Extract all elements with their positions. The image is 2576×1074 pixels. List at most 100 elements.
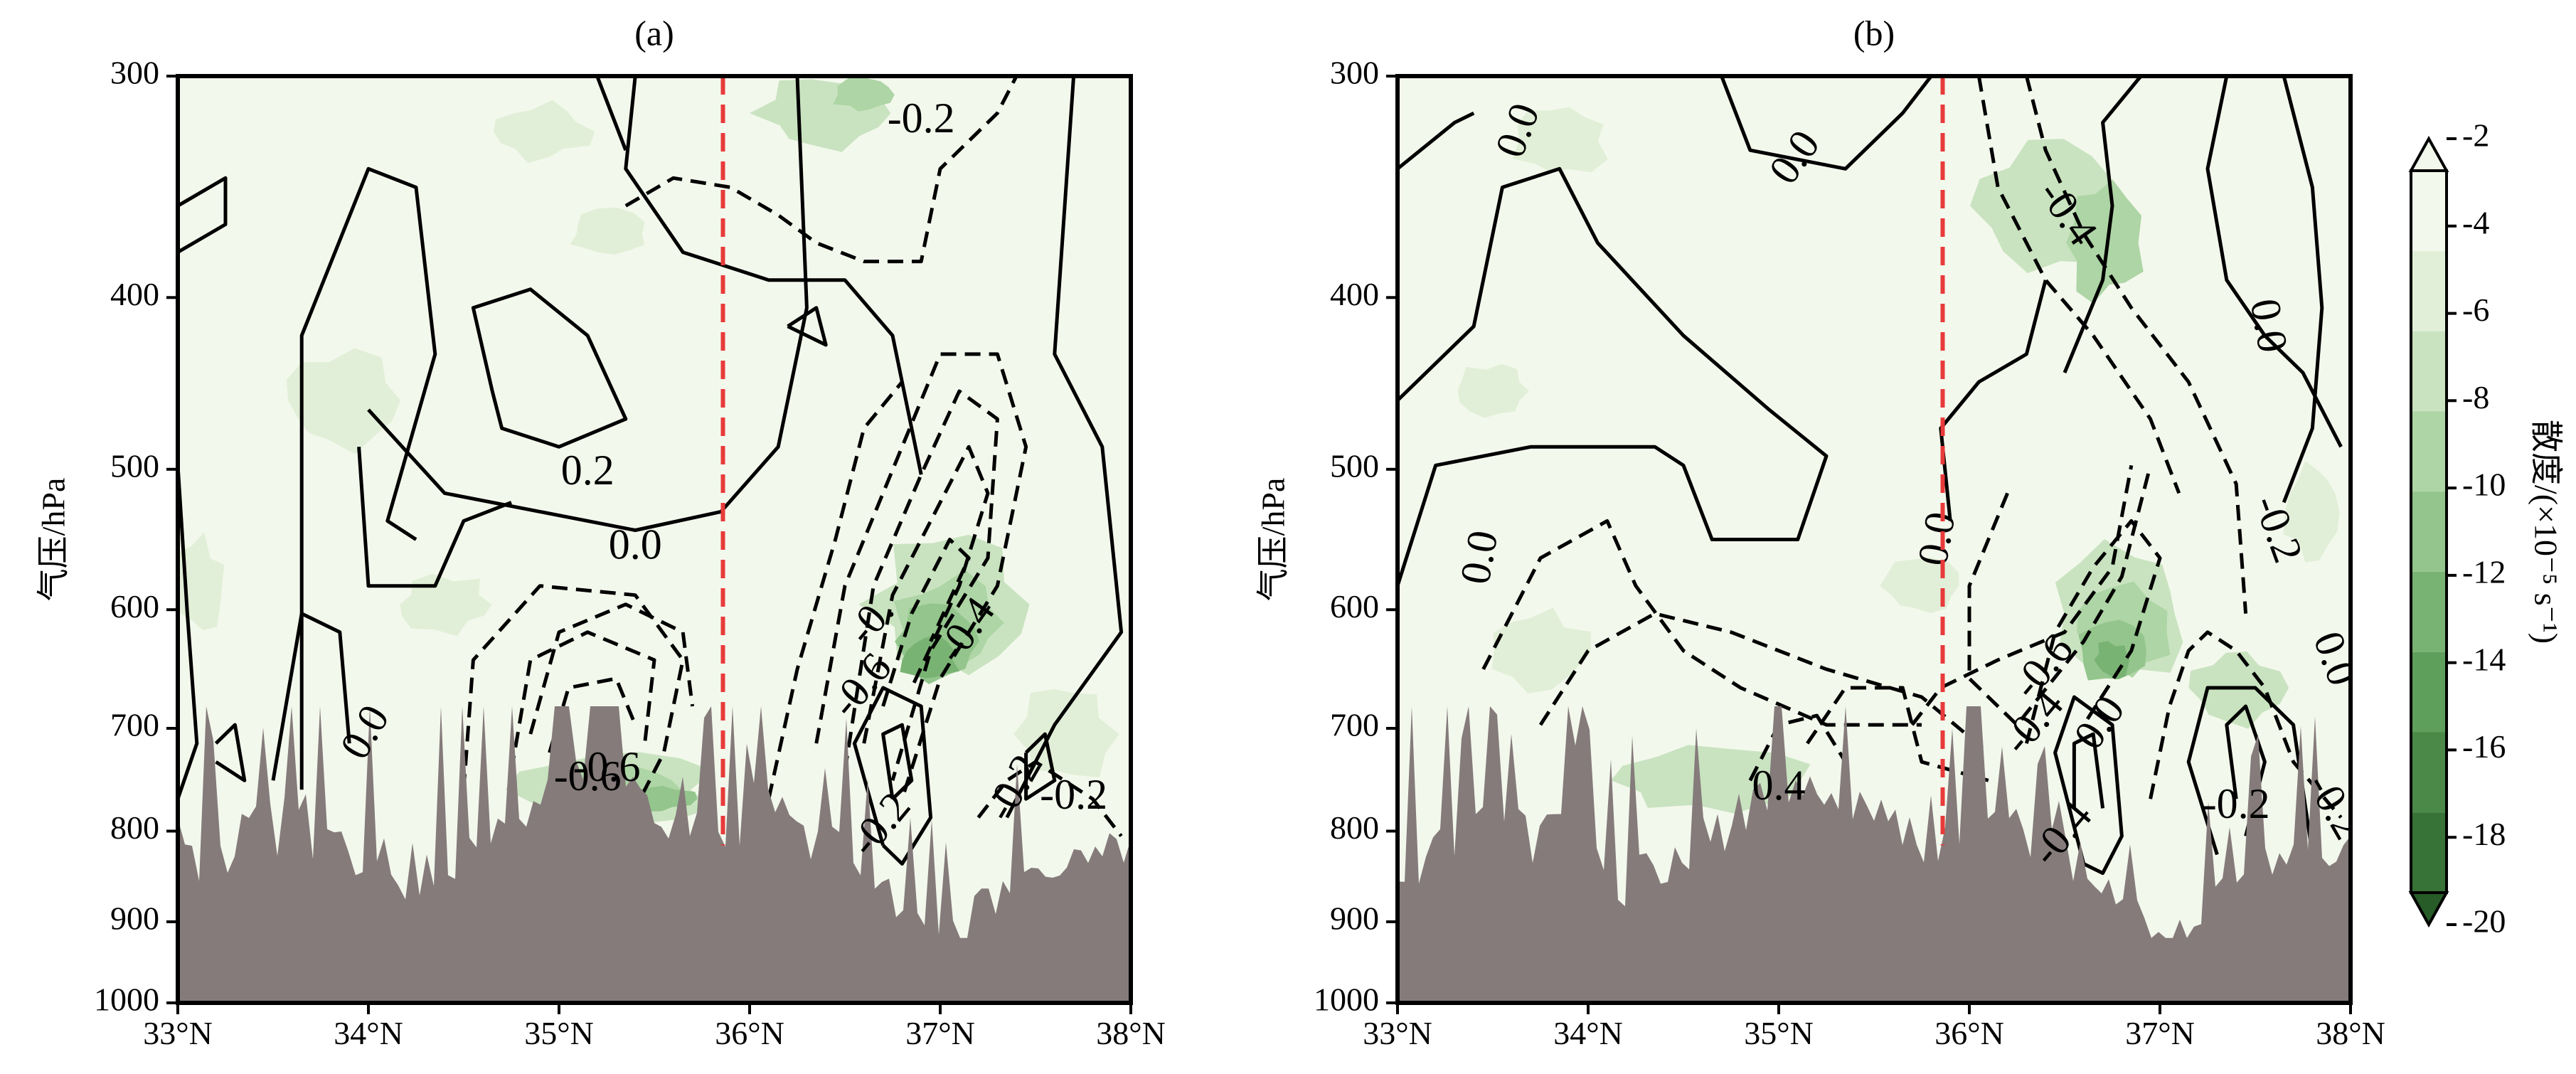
y-tick-label: 1000 [94, 982, 159, 1018]
contour-label: -0.2 [888, 95, 955, 142]
divergence-shading [286, 348, 401, 454]
y-axis-label: 气压/hPa [36, 478, 72, 602]
colorbar-segment [2411, 411, 2447, 492]
colorbar-tick-label: -6 [2462, 292, 2489, 328]
divergence-shading [493, 100, 595, 164]
colorbar-tick-label: -14 [2462, 641, 2506, 677]
contour-line-negative [528, 602, 695, 735]
contour-line-zero-positive [2282, 76, 2324, 504]
contour-line-zero-positive [471, 287, 628, 449]
colorbar-segment [2411, 571, 2447, 652]
divergence-shading [2066, 179, 2144, 304]
x-tick-label: 34°N [334, 1015, 403, 1051]
contour-line-zero-positive [881, 723, 914, 801]
divergence-shading [833, 76, 895, 112]
x-tick-label: 33°N [1363, 1015, 1432, 1051]
plot-frame [1395, 74, 2353, 1005]
y-tick-label: 400 [110, 276, 159, 312]
colorbar-segment [2411, 732, 2447, 813]
y-tick-label: 600 [110, 588, 159, 624]
contour-label: 0.0 [609, 521, 662, 568]
contour-line-negative [462, 584, 685, 809]
contour-line-negative [1481, 519, 1922, 727]
contour-line-zero-positive [852, 686, 933, 866]
colorbar: -2 -4 -6 -8 -10 -12 -14 -16 -18 -20 散度/(×10⁻⁵ s⁻¹) [2408, 117, 2564, 940]
y-tick-label: 500 [1330, 447, 1379, 484]
contour-line-negative [843, 389, 999, 782]
contour-line-zero-positive [1024, 732, 1057, 801]
contour-label: -0.2 [2203, 780, 2270, 827]
colorbar-frame [2410, 169, 2448, 894]
divergence-shading [1491, 607, 1592, 694]
divergence-shading [400, 573, 492, 637]
contour-line-zero-positive [1398, 111, 1475, 171]
contour-label: 0.0 [2242, 295, 2297, 356]
chart-panel-a: -0.20.20.0-0.-0.6-0.4-0.20.0-0.6-0.6 -0.2… [36, 13, 1166, 1051]
panel-title: (b) [1853, 13, 1895, 53]
contour-label: -0.6 [573, 743, 641, 790]
contour-line-negative [862, 445, 990, 744]
contour-line-negative [624, 76, 1018, 264]
colorbar-segment [2411, 812, 2447, 893]
colorbar-tick-label: -20 [2462, 903, 2506, 940]
colorbar-tick-label: -16 [2462, 728, 2506, 765]
contour-label: 0.2 [561, 447, 614, 494]
contour-line-zero-positive [2072, 732, 2105, 809]
contour-line-negative [2024, 519, 2162, 744]
x-tick-label: 34°N [1553, 1015, 1623, 1051]
colorbar-segment [2411, 331, 2447, 412]
x-tick-label: 36°N [715, 1015, 784, 1051]
y-tick-label: 1000 [1314, 982, 1379, 1018]
contour-line-zero-positive [178, 465, 199, 800]
colorbar-extend-bottom [2408, 891, 2449, 928]
chart-panel-b: 0.0 0.0-0.40.00.00.0 -0.2-0.6-0.40.00.0-0.… [1255, 13, 2385, 1051]
contour-line-zero-positive [178, 176, 228, 254]
contour-line-negative [881, 538, 971, 707]
contour-line-negative [509, 630, 656, 772]
contour-line-negative [1967, 464, 2153, 727]
y-tick-label: 700 [1330, 707, 1379, 743]
x-tick-label: 38°N [2316, 1015, 2385, 1051]
colorbar-segment [2411, 250, 2447, 331]
contour-line-zero-positive [299, 166, 437, 790]
y-tick-label: 900 [1330, 900, 1379, 937]
terrain [178, 706, 1131, 1003]
contour-label: 0.0 [1451, 527, 1506, 587]
contour-line-negative [1748, 713, 1847, 782]
x-tick-label: 36°N [1934, 1015, 2004, 1051]
colorbar-segment [2411, 491, 2447, 572]
contour-line-zero-positive [624, 76, 923, 475]
y-axis-label: 气压/hPa [1255, 478, 1292, 602]
x-tick-label: 37°N [905, 1015, 975, 1051]
contour-line-zero-positive [787, 306, 828, 347]
divergence-shading [1457, 363, 1529, 418]
contour-line-negative [976, 760, 1123, 838]
contour-line-negative [1538, 612, 1990, 755]
colorbar-extend-top [2408, 135, 2449, 172]
colorbar-tick-label: -8 [2462, 379, 2489, 415]
plot-area: -0.20.20.0-0.-0.6-0.4-0.20.0-0.6-0.6 -0.2… [178, 76, 1131, 1003]
contour-line-zero-positive [1398, 166, 1829, 587]
contour-label: 0.4 [1752, 762, 1806, 809]
colorbar-tick-label: -4 [2462, 204, 2489, 240]
colorbar-tick-label: -12 [2462, 553, 2506, 590]
y-tick-label: 800 [1330, 809, 1379, 846]
divergence-shading [2283, 461, 2340, 563]
y-tick-label: 300 [110, 55, 159, 91]
y-tick-label: 300 [1330, 55, 1379, 91]
y-tick-label: 500 [110, 447, 159, 484]
y-tick-label: 600 [1330, 588, 1379, 624]
divergence-shading [2188, 652, 2289, 729]
x-tick-label: 37°N [2125, 1015, 2195, 1051]
divergence-shading [1512, 107, 1608, 173]
contour-line-zero-positive [1720, 76, 1933, 171]
divergence-shading [570, 207, 645, 255]
colorbar-tick-label: -10 [2462, 467, 2506, 503]
contour-line-zero-positive [2063, 76, 2143, 373]
contour-line-zero-positive [271, 612, 351, 781]
y-tick-label: 800 [110, 809, 159, 846]
contour-label: 0.0 [1909, 509, 1964, 569]
divergence-shading [1880, 557, 1959, 614]
colorbar-tick-label: -2 [2462, 117, 2489, 154]
